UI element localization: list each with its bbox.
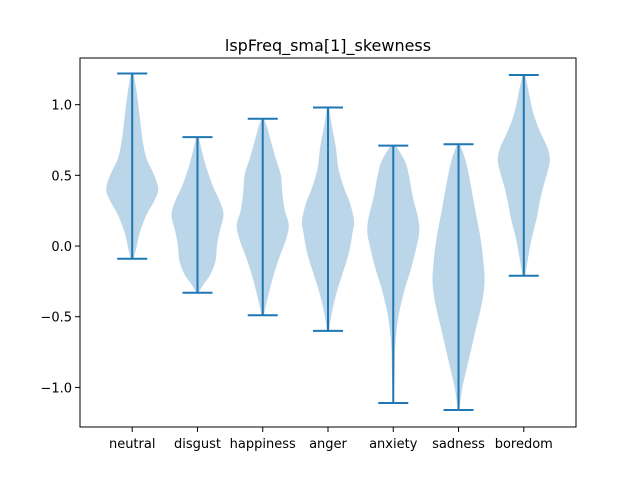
y-axis: −1.0 −0.5 0.0 0.5 1.0 bbox=[40, 99, 80, 396]
x-tick-label-anxiety: anxiety bbox=[369, 437, 418, 452]
violins-group bbox=[106, 72, 550, 412]
x-tick-label-happiness: happiness bbox=[230, 437, 296, 452]
plot-frame bbox=[79, 57, 577, 428]
x-tick-label-disgust: disgust bbox=[174, 437, 221, 452]
y-tick-label: −1.0 bbox=[40, 381, 72, 396]
y-tick-label: 0.0 bbox=[51, 240, 72, 255]
x-tick-label-sadness: sadness bbox=[432, 437, 485, 452]
y-tick-label: 1.0 bbox=[51, 99, 72, 114]
x-axis: neutral disgust happiness anger anxiety sadne… bbox=[109, 427, 553, 452]
chart-title: lspFreq_sma[1]_skewness bbox=[225, 36, 431, 56]
y-tick-label: 0.5 bbox=[51, 169, 72, 184]
y-tick-label: −0.5 bbox=[40, 311, 72, 326]
x-tick-label-boredom: boredom bbox=[495, 437, 553, 452]
x-tick-label-anger: anger bbox=[309, 437, 347, 452]
x-tick-label-neutral: neutral bbox=[109, 437, 156, 452]
